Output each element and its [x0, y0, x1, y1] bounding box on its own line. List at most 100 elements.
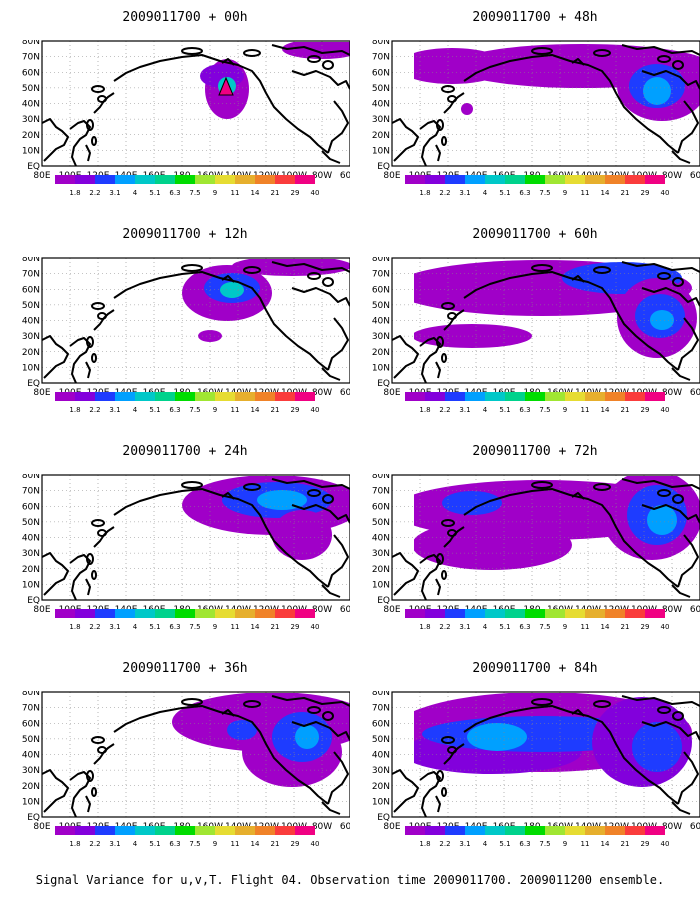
colorbar-swatch [275, 609, 295, 618]
colorbar-swatch [195, 609, 215, 618]
map-plot: 80N70N60N50N40N30N20N10NEQ80E100E120E140… [372, 691, 700, 831]
longitude-tick-label: 60W [340, 388, 350, 397]
colorbar-label: 2.2 [89, 406, 100, 414]
island [322, 494, 334, 504]
colorbar-swatch [175, 175, 195, 184]
coastline [463, 271, 679, 371]
map-frame [41, 40, 350, 167]
coastline [327, 751, 349, 805]
colorbar-swatch [645, 609, 665, 618]
colorbar-swatch [195, 175, 215, 184]
coastline [41, 769, 69, 813]
colorbar-swatch [95, 392, 115, 401]
island [91, 736, 105, 744]
colorbar-label: 11 [231, 406, 240, 414]
colorbar-swatch [195, 392, 215, 401]
latitude-tick-label: 20N [22, 782, 40, 792]
coastline [641, 70, 700, 90]
colorbar-swatch [425, 392, 445, 401]
colorbar-label: 14 [251, 406, 260, 414]
colorbar-label: 40 [661, 840, 670, 848]
map-frame [41, 474, 350, 601]
colorbar-label: 11 [581, 840, 590, 848]
island [593, 266, 611, 274]
latitude-tick-label: 70N [22, 270, 40, 280]
colorbar-swatch [405, 392, 425, 401]
island [243, 49, 261, 57]
colorbar-swatch [565, 175, 585, 184]
colorbar-label: 5.1 [499, 406, 510, 414]
colorbar-swatch [425, 609, 445, 618]
latitude-tick-label: 70N [22, 53, 40, 63]
colorbar-swatch [155, 826, 175, 835]
colorbar-swatch [95, 175, 115, 184]
colorbar-label: 9 [563, 189, 567, 197]
colorbar-swatch [295, 609, 315, 618]
colorbar-label: 11 [581, 189, 590, 197]
island [441, 302, 455, 310]
colorbar-swatch [135, 826, 155, 835]
island [86, 119, 94, 131]
colorbar-label: 6.3 [519, 406, 530, 414]
panel-title: 2009011700 + 48h [472, 10, 598, 25]
colorbar-swatch [235, 609, 255, 618]
island [672, 277, 684, 287]
longitude-tick-label: 80E [33, 171, 50, 180]
colorbar-label: 3.1 [459, 189, 470, 197]
coastline [69, 771, 91, 818]
latitude-tick-label: 80N [372, 474, 390, 481]
coastlines [41, 478, 350, 601]
latitude-tick-label: 40N [22, 534, 40, 544]
coastline [391, 769, 419, 813]
latitude-tick-label: 10N [22, 797, 40, 807]
latitude-tick-label: 10N [22, 363, 40, 373]
coastline [463, 705, 679, 805]
latitude-tick-label: 40N [372, 100, 390, 110]
latitude-tick-label: 80N [372, 257, 390, 264]
coastline [85, 361, 91, 379]
colorbar-label: 9 [563, 623, 567, 631]
map-panel: 2009011700 + 60h 80N 70N 60N 50N 40N 30N 20N 10N… [370, 227, 700, 432]
coastlines [41, 44, 350, 167]
coastline [621, 695, 700, 707]
map-frame [391, 691, 700, 818]
longitude-tick-label: 80W [662, 605, 682, 614]
latitude-tick-label: 70N [372, 270, 390, 280]
latitude-tick-label: 20N [22, 348, 40, 358]
island [91, 353, 97, 363]
longitude-tick-label: 60W [690, 605, 700, 614]
figure-caption: Signal Variance for u,v,T. Flight 04. Ob… [35, 873, 665, 887]
colorbar-label: 4 [483, 840, 488, 848]
longitude-tick-label: 60W [690, 171, 700, 180]
latitude-tick-label: 20N [372, 782, 390, 792]
colorbar-swatch [605, 826, 625, 835]
island [91, 136, 97, 146]
colorbar-swatch [525, 392, 545, 401]
colorbar-swatch [405, 609, 425, 618]
longitude-tick-label: 60W [340, 605, 350, 614]
coastline [291, 504, 350, 524]
coastlines [391, 478, 700, 601]
variance-contour [643, 77, 671, 105]
colorbar-label: 3.1 [109, 840, 120, 848]
colorbar-swatch [255, 175, 275, 184]
panel-title: 2009011700 + 60h [472, 227, 598, 242]
colorbar-label: 14 [601, 840, 610, 848]
colorbar-label: 1.8 [419, 840, 430, 848]
colorbar-swatch [465, 826, 485, 835]
colorbar-swatch [645, 392, 665, 401]
latitude-tick-label: 10N [22, 580, 40, 590]
colorbar-label: 3.1 [459, 840, 470, 848]
island [436, 553, 444, 565]
colorbar-label: 5.1 [149, 623, 160, 631]
longitude-tick-label: 60W [340, 822, 350, 831]
colorbar-swatch [585, 609, 605, 618]
coastline [113, 271, 329, 371]
latitude-tick-label: 60N [372, 719, 390, 729]
colorbar-swatch [605, 175, 625, 184]
coastline [419, 337, 441, 384]
coastline [435, 144, 441, 162]
colorbar-label: 6.3 [519, 623, 530, 631]
colorbar-label: 21 [271, 406, 280, 414]
colorbar-label: 4 [483, 623, 488, 631]
